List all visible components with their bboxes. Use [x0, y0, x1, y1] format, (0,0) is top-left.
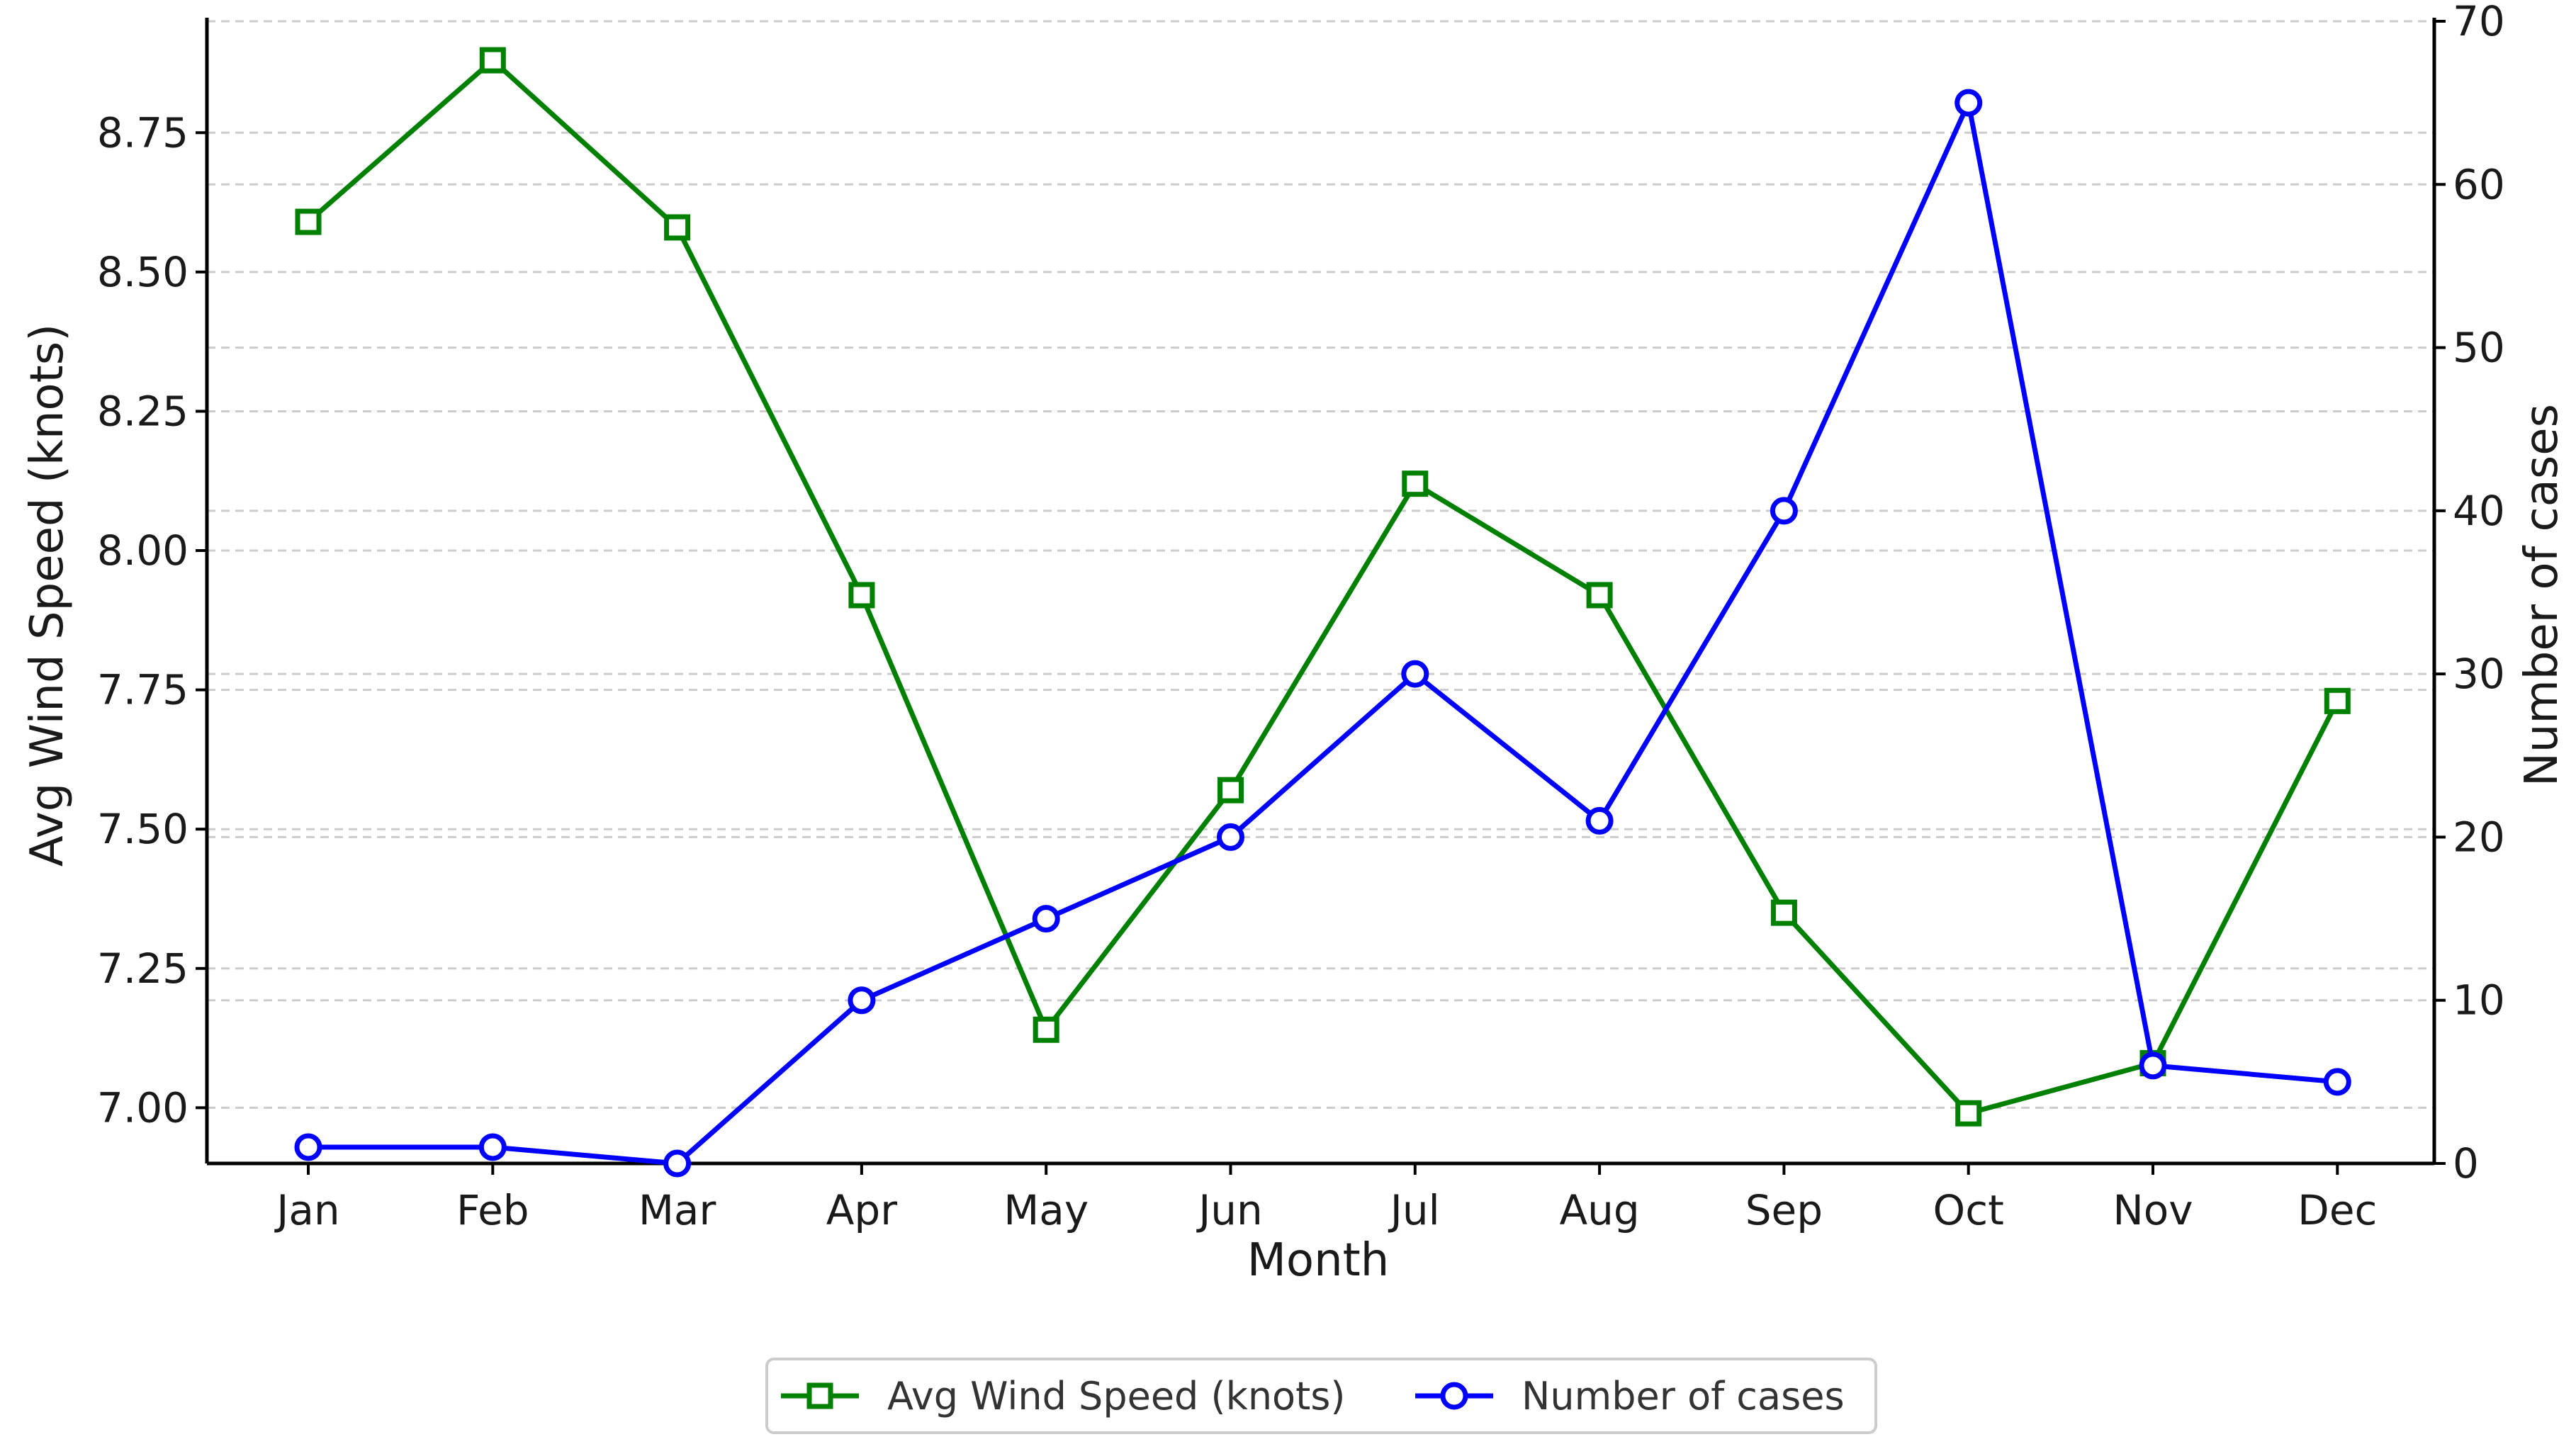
point-wind-speed-may: [1033, 1016, 1059, 1043]
y-axis-right-title: Number of cases: [2516, 404, 2568, 786]
legend-label-wind-speed: Avg Wind Speed (knots): [887, 1374, 1345, 1419]
y-right-tick-label: 10: [2453, 976, 2505, 1025]
x-tick-label: Mar: [639, 1186, 716, 1234]
x-tick-label: Dec: [2297, 1186, 2377, 1234]
legend-label-cases: Number of cases: [1522, 1374, 1845, 1419]
y-right-tick-label: 30: [2453, 650, 2505, 698]
x-tick-label: Jul: [1388, 1186, 1440, 1234]
point-wind-speed-jun: [1217, 777, 1244, 804]
y-left-tick-label: 7.50: [97, 805, 189, 853]
point-cases-jan: [294, 1133, 322, 1161]
y-left-tick-label: 7.00: [97, 1083, 189, 1132]
point-wind-speed-mar: [664, 214, 691, 241]
point-wind-speed-oct: [1955, 1100, 1982, 1127]
x-tick-label: Aug: [1559, 1186, 1639, 1234]
x-tick-label: Oct: [1933, 1186, 2004, 1234]
point-cases-apr: [848, 986, 876, 1015]
point-cases-mar: [663, 1149, 692, 1178]
x-tick-label: Jun: [1196, 1186, 1263, 1234]
series-line-cases: [308, 100, 2338, 1166]
y-right-tick-label: 60: [2453, 160, 2505, 208]
y-left-tick-label: 8.50: [97, 248, 189, 296]
point-cases-aug: [1585, 806, 1614, 835]
point-cases-nov: [2139, 1051, 2167, 1080]
legend-box: [765, 1358, 1877, 1434]
point-wind-speed-jan: [295, 208, 322, 235]
axes-layer: 7.00 7.25 7.50 7.75 8.00 8.25 8.50 8.75 0 10 20 30 4…: [97, 0, 2505, 1234]
y-right-tick-label: 20: [2453, 813, 2505, 861]
x-axis-title: Month: [1247, 1234, 1390, 1287]
y-left-tick-label: 7.25: [97, 945, 189, 993]
series-layer: [294, 47, 2351, 1178]
x-tick-label: Sep: [1745, 1186, 1823, 1234]
point-cases-sep: [1770, 497, 1798, 525]
y-left-tick-label: 7.75: [97, 666, 189, 714]
point-wind-speed-jul: [1402, 470, 1429, 497]
legend-square-marker-icon: [806, 1382, 833, 1409]
y-left-tick-label: 8.25: [97, 387, 189, 435]
x-tick-label: Apr: [826, 1186, 897, 1234]
y-right-tick-label: 50: [2453, 324, 2505, 372]
x-tick-label: Jan: [274, 1186, 339, 1234]
y-right-tick-label: 40: [2453, 487, 2505, 535]
point-cases-may: [1032, 905, 1060, 933]
point-wind-speed-apr: [848, 582, 875, 609]
point-wind-speed-sep: [1770, 899, 1797, 926]
x-tick-label: May: [1003, 1186, 1089, 1234]
point-wind-speed-aug: [1586, 582, 1613, 609]
series-line-wind-speed: [306, 57, 2340, 1116]
x-tick-label: Nov: [2113, 1186, 2193, 1234]
legend-circle-marker-icon: [1440, 1382, 1468, 1410]
y-left-tick-label: 8.00: [97, 526, 189, 575]
y-right-tick-label: 0: [2453, 1139, 2479, 1188]
y-right-tick-label: 70: [2453, 0, 2505, 45]
x-tick-label: Feb: [456, 1186, 529, 1234]
point-cases-oct: [1955, 89, 1983, 117]
point-cases-dec: [2323, 1068, 2351, 1096]
grid-layer: [207, 20, 2434, 1165]
point-wind-speed-feb: [479, 47, 506, 74]
point-wind-speed-dec: [2324, 687, 2351, 714]
legend: Avg Wind Speed (knots) Number of cases: [765, 1358, 1877, 1434]
point-cases-jun: [1217, 823, 1244, 851]
point-cases-jul: [1401, 660, 1429, 688]
point-cases-feb: [478, 1133, 507, 1161]
y-left-tick-label: 8.75: [97, 108, 189, 157]
y-axis-left-title: Avg Wind Speed (knots): [21, 324, 74, 867]
